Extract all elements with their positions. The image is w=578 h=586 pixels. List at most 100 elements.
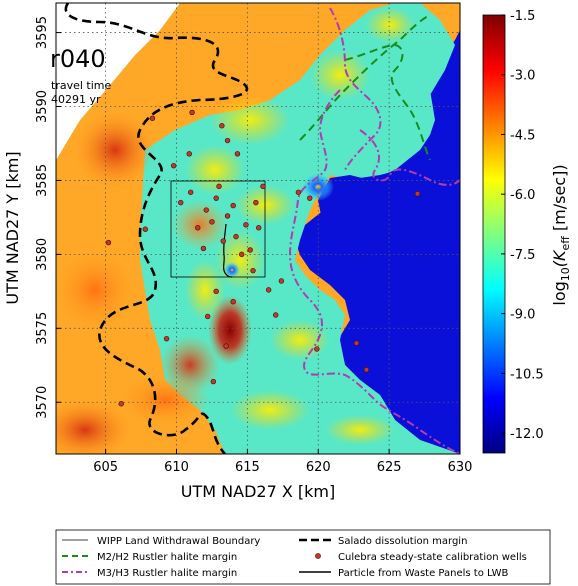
colorbar-tick-label: -3.0 xyxy=(510,69,535,84)
grid-lines xyxy=(56,3,460,454)
calibration-well-marker xyxy=(178,199,184,206)
map-frame xyxy=(55,2,461,455)
travel-time-label: travel time xyxy=(51,79,111,92)
legend: WIPP Land Withdrawal Boundary Salado dis… xyxy=(55,529,551,585)
legend-label: Salado dissolution margin xyxy=(338,536,467,547)
high-k-blob xyxy=(75,112,155,188)
y-tick-label: 3595 xyxy=(35,16,50,49)
calibration-well-marker xyxy=(189,109,195,116)
calibration-well-marker xyxy=(149,115,156,122)
legend-item-m3h3: M3/H3 Rustler halite margin xyxy=(62,568,237,579)
calibration-well-marker xyxy=(414,191,421,197)
low-k-blob xyxy=(302,173,334,201)
x-tick-label: 630 xyxy=(448,460,473,475)
x-tick-label: 615 xyxy=(235,460,260,475)
calibration-well-marker xyxy=(170,162,177,169)
high-k-blob xyxy=(56,400,130,454)
calibration-well-marker xyxy=(224,213,231,219)
calibration-well-marker xyxy=(307,195,313,201)
x-axis-label: UTM NAD27 X [km] xyxy=(181,482,335,501)
calibration-well-marker xyxy=(200,245,207,252)
calibration-well-marker xyxy=(203,207,209,213)
calibration-well-marker xyxy=(363,367,370,373)
calibration-well-marker xyxy=(353,340,360,346)
calibration-well-marker xyxy=(118,401,124,407)
legend-label: Culebra steady-state calibration wells xyxy=(338,552,527,563)
colorbar-tick-label: -10.5 xyxy=(510,367,544,382)
colorbar-label: log10(Keff [m/sec]) xyxy=(550,164,572,305)
calibration-well-marker xyxy=(187,189,194,195)
y-tick-label: 3570 xyxy=(35,386,50,419)
high-k-blob xyxy=(208,295,252,365)
x-tick-label: 620 xyxy=(306,460,331,475)
calibration-well-marker xyxy=(105,239,112,246)
calibration-well-marker xyxy=(216,183,222,190)
high-k-blob xyxy=(172,200,228,250)
calibration-well-marker xyxy=(219,123,225,129)
calibration-well-marker xyxy=(195,225,201,231)
legend-label: M2/H2 Rustler halite margin xyxy=(97,552,237,563)
legend-item-wells: Culebra steady-state calibration wells xyxy=(315,552,527,563)
y-tick-label: 3585 xyxy=(35,164,50,197)
legend-item-wipp: WIPP Land Withdrawal Boundary xyxy=(62,536,260,547)
calibration-well-marker xyxy=(220,238,226,244)
colorbar xyxy=(482,14,506,454)
mid-k-blob xyxy=(310,50,370,100)
legend-label: M3/H3 Rustler halite margin xyxy=(97,568,237,579)
calibration-well-marker xyxy=(243,222,249,228)
legend-label: Particle from Waste Panels to LWB xyxy=(338,568,509,579)
calibration-well-marker xyxy=(213,288,219,295)
y-tick-label: 3575 xyxy=(35,312,50,345)
calibration-well-marker xyxy=(213,195,219,201)
wipp-land-withdrawal-boundary xyxy=(170,180,266,278)
calibration-well-marker xyxy=(233,233,239,240)
m2h2-rustler-halite-margin xyxy=(299,14,431,161)
salado-dissolution-margin xyxy=(64,3,249,454)
x-tick-label: 610 xyxy=(164,460,189,475)
legend-item-m2h2: M2/H2 Rustler halite margin xyxy=(62,552,237,563)
calibration-well-marker xyxy=(253,199,259,206)
blue-lobe xyxy=(318,100,460,300)
colorbar-tick-label: -6.0 xyxy=(510,188,535,203)
colorbar-tick-label: -9.0 xyxy=(510,308,535,323)
calibration-well-marker xyxy=(142,226,149,232)
map-area xyxy=(56,3,460,454)
calibration-well-marker xyxy=(247,247,253,253)
calibration-well-marker xyxy=(209,219,215,225)
mid-k-blob xyxy=(185,260,225,320)
y-axis-label: UTM NAD27 Y [km] xyxy=(3,151,22,304)
colorbar-tick-label: -7.5 xyxy=(510,248,535,263)
x-tick-label: 605 xyxy=(93,460,118,475)
calibration-well-marker xyxy=(234,151,241,157)
calibration-well-marker xyxy=(223,343,229,349)
high-k-blob xyxy=(56,250,135,330)
calibration-well-marker xyxy=(224,137,231,144)
travel-time-value: 40291 yr xyxy=(51,93,101,106)
run-label: r040 xyxy=(50,45,106,73)
mid-k-blob xyxy=(210,95,290,145)
calibration-well-marker xyxy=(210,378,217,385)
calibration-well-marker xyxy=(250,267,256,274)
low-k-blob xyxy=(224,262,240,278)
calibration-well-marker xyxy=(260,183,266,190)
calibration-wells xyxy=(105,109,421,407)
x-ticks: 605 610 615 620 625 630 xyxy=(93,449,472,475)
colorbar-ticks: -1.5 -3.0 -4.5 -6.0 -7.5 -9.0 -10.5 -12.0 xyxy=(501,9,544,442)
y-tick-label: 3590 xyxy=(35,90,50,123)
mid-k-blob xyxy=(325,415,395,445)
calibration-well-marker xyxy=(273,312,279,318)
mid-k-blob xyxy=(185,145,245,195)
mid-k-blob xyxy=(365,7,415,43)
y-tick-label: 3580 xyxy=(35,238,50,271)
cyan-arm xyxy=(300,3,455,178)
high-k-blob xyxy=(120,375,210,425)
calibration-well-marker xyxy=(314,346,320,352)
y-ticks: 3570 3575 3580 3585 3590 3595 xyxy=(35,16,61,419)
calibration-well-marker xyxy=(186,151,192,157)
well-dot-icon xyxy=(315,553,321,559)
x-tick-label: 625 xyxy=(377,460,402,475)
m3h3-rustler-halite-margin xyxy=(288,7,460,454)
legend-item-salado: Salado dissolution margin xyxy=(299,536,467,547)
calibration-well-marker xyxy=(278,278,285,284)
